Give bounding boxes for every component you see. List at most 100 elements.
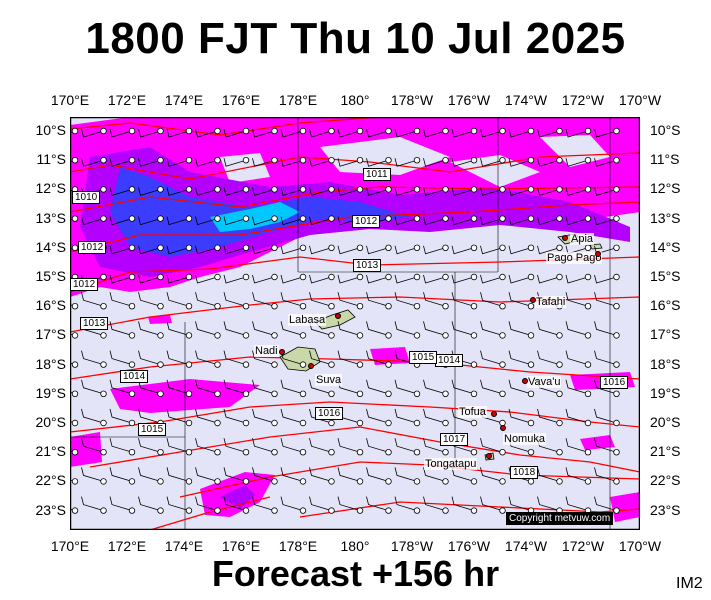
wind-barb bbox=[442, 507, 449, 514]
place-marker bbox=[486, 453, 492, 459]
wind-barb bbox=[280, 379, 304, 395]
wind-barb bbox=[223, 128, 247, 138]
wind-barb bbox=[499, 478, 506, 485]
longitude-tick-label: 174°W bbox=[504, 92, 548, 108]
wind-barb bbox=[214, 244, 221, 251]
wind-barb bbox=[565, 321, 589, 336]
wind-barb bbox=[128, 215, 136, 222]
wind-barb bbox=[138, 408, 161, 424]
wind-barb bbox=[470, 186, 478, 193]
wind-barb bbox=[166, 158, 190, 167]
wind-barb bbox=[166, 379, 190, 395]
wind-barb bbox=[299, 302, 307, 310]
place-marker bbox=[522, 378, 528, 384]
wind-barb bbox=[613, 478, 620, 485]
wind-barb bbox=[337, 292, 361, 307]
place-label: Suva bbox=[315, 374, 343, 386]
latitude-tick-label: 10°S bbox=[35, 122, 66, 138]
wind-barb bbox=[166, 274, 190, 284]
wind-barb bbox=[81, 158, 104, 167]
place-label: Apia bbox=[570, 233, 595, 245]
wind-barb bbox=[366, 496, 389, 511]
wind-barb bbox=[100, 215, 107, 222]
wind-barb bbox=[451, 245, 475, 255]
wind-barb bbox=[527, 449, 535, 456]
wind-barb bbox=[81, 350, 104, 365]
wind-barb bbox=[100, 507, 107, 514]
wind-barb bbox=[451, 496, 475, 511]
wind-barb bbox=[128, 302, 136, 310]
wind-barb bbox=[356, 127, 364, 135]
wind-barb bbox=[470, 244, 478, 251]
wind-barb bbox=[537, 128, 560, 138]
wind-barb bbox=[451, 292, 475, 307]
wind-barb bbox=[470, 332, 478, 339]
wind-barb bbox=[138, 128, 161, 138]
isobar-label: 1015 bbox=[138, 423, 167, 436]
wind-barb bbox=[100, 478, 107, 485]
wind-barb bbox=[71, 157, 79, 164]
wind-barb bbox=[280, 408, 304, 424]
wind-barb bbox=[366, 321, 389, 336]
wind-barb bbox=[138, 158, 161, 167]
wind-barb bbox=[185, 157, 193, 164]
wind-barb bbox=[366, 438, 389, 453]
wind-barb bbox=[470, 449, 478, 456]
wind-barb bbox=[100, 361, 107, 368]
place-marker bbox=[335, 313, 341, 319]
wind-barb bbox=[394, 245, 418, 255]
wind-barb-grid bbox=[70, 127, 620, 514]
wind-barb bbox=[195, 216, 218, 226]
wind-barb bbox=[252, 216, 275, 226]
wind-barb bbox=[166, 408, 190, 424]
wind-barb bbox=[366, 187, 389, 196]
wind-barb bbox=[423, 216, 446, 226]
wind-barb bbox=[242, 244, 250, 251]
rain-gap bbox=[540, 135, 610, 167]
wind-barb bbox=[109, 187, 133, 196]
wind-barb bbox=[166, 128, 190, 138]
wind-barb bbox=[480, 467, 503, 482]
place-label: Tofua bbox=[458, 406, 487, 418]
wind-barb bbox=[366, 467, 389, 482]
wind-barb bbox=[337, 321, 361, 336]
wind-barb bbox=[223, 187, 247, 196]
wind-barb bbox=[100, 390, 107, 397]
latitude-tick-label: 14°S bbox=[650, 238, 681, 255]
wind-barb bbox=[195, 158, 218, 167]
wind-barb bbox=[71, 419, 79, 427]
wind-barb bbox=[299, 449, 307, 456]
isobar-label: 1012 bbox=[78, 241, 107, 254]
wind-barb bbox=[166, 350, 190, 365]
wind-barb bbox=[280, 158, 304, 167]
wind-barb bbox=[527, 361, 535, 368]
wind-barb bbox=[413, 186, 421, 193]
wind-barb bbox=[366, 128, 389, 138]
wind-barb bbox=[271, 215, 278, 222]
wind-barb bbox=[242, 215, 250, 222]
wind-barb bbox=[299, 127, 307, 135]
isobar-label: 1013 bbox=[80, 317, 109, 330]
wind-barb bbox=[480, 245, 503, 255]
wind-barb bbox=[157, 186, 164, 193]
longitude-tick-label: 180° bbox=[340, 92, 370, 108]
wind-barb bbox=[109, 245, 133, 255]
wind-barb bbox=[556, 449, 563, 456]
wind-barb bbox=[214, 127, 221, 135]
wind-barb bbox=[252, 496, 275, 511]
wind-barb bbox=[71, 361, 79, 368]
wind-barb bbox=[242, 186, 250, 193]
wind-barb bbox=[185, 361, 193, 368]
wind-barb bbox=[480, 379, 503, 395]
wind-barb bbox=[451, 187, 475, 196]
wind-barb bbox=[195, 128, 218, 138]
wind-barb bbox=[271, 361, 278, 368]
latitude-tick-label: 20°S bbox=[650, 414, 681, 430]
longitude-tick-label: 170°E bbox=[50, 92, 90, 108]
wind-barb bbox=[451, 321, 475, 336]
isobar-label: 1010 bbox=[72, 191, 101, 204]
longitude-tick-label: 174°E bbox=[164, 538, 204, 554]
isobar-label: 1013 bbox=[353, 259, 382, 272]
wind-barb bbox=[223, 216, 247, 226]
wind-barb bbox=[394, 128, 418, 138]
